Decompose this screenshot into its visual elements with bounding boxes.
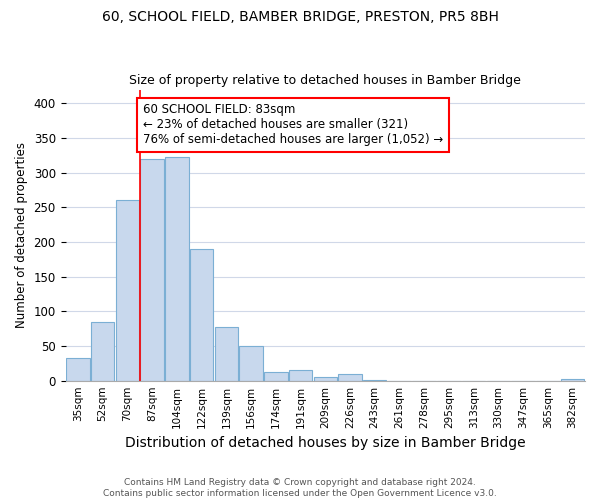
Bar xyxy=(116,200,139,380)
Text: 60 SCHOOL FIELD: 83sqm
← 23% of detached houses are smaller (321)
76% of semi-de: 60 SCHOOL FIELD: 83sqm ← 23% of detached… xyxy=(143,104,443,146)
X-axis label: Distribution of detached houses by size in Bamber Bridge: Distribution of detached houses by size … xyxy=(125,436,526,450)
Bar xyxy=(264,372,287,380)
Bar xyxy=(190,249,214,380)
Bar xyxy=(314,377,337,380)
Bar xyxy=(215,326,238,380)
Bar xyxy=(165,158,188,380)
Bar xyxy=(239,346,263,380)
Bar xyxy=(66,358,89,380)
Text: 60, SCHOOL FIELD, BAMBER BRIDGE, PRESTON, PR5 8BH: 60, SCHOOL FIELD, BAMBER BRIDGE, PRESTON… xyxy=(101,10,499,24)
Text: Contains HM Land Registry data © Crown copyright and database right 2024.
Contai: Contains HM Land Registry data © Crown c… xyxy=(103,478,497,498)
Bar xyxy=(91,322,115,380)
Bar xyxy=(338,374,362,380)
Title: Size of property relative to detached houses in Bamber Bridge: Size of property relative to detached ho… xyxy=(130,74,521,87)
Y-axis label: Number of detached properties: Number of detached properties xyxy=(15,142,28,328)
Bar xyxy=(140,159,164,380)
Bar xyxy=(289,370,312,380)
